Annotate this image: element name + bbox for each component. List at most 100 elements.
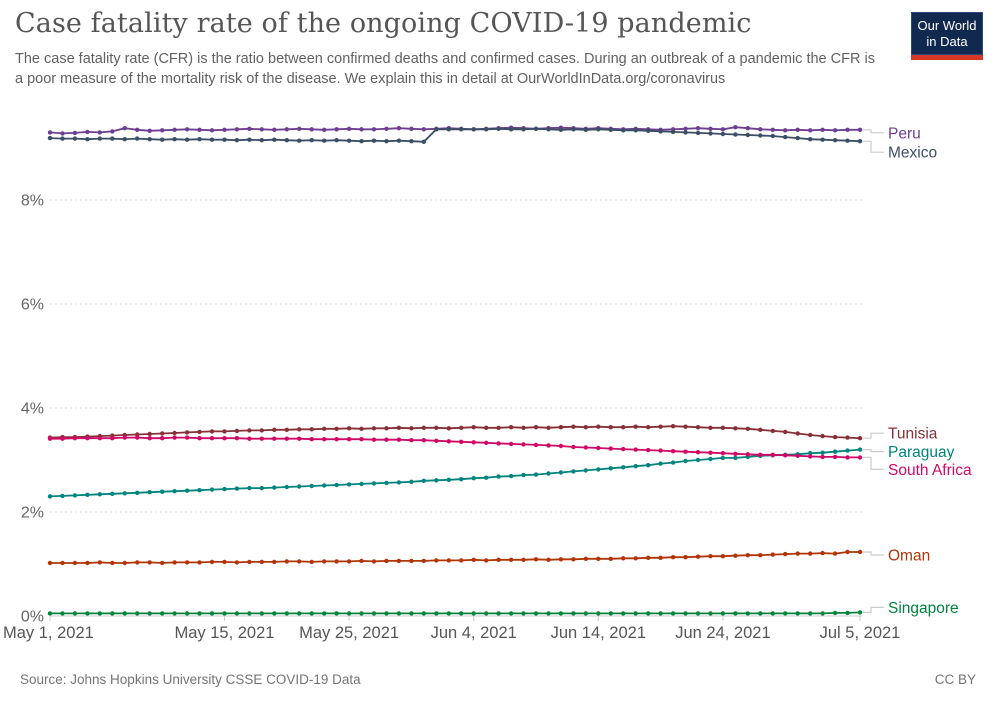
- data-point-peru[interactable]: [234, 127, 240, 132]
- data-point-singapore[interactable]: [434, 611, 439, 616]
- data-point-peru[interactable]: [247, 126, 252, 131]
- data-point-south-africa[interactable]: [209, 436, 215, 441]
- data-point-oman[interactable]: [209, 559, 215, 565]
- data-point-mexico[interactable]: [633, 128, 638, 133]
- data-point-south-africa[interactable]: [135, 435, 140, 440]
- subtitle-link[interactable]: OurWorldInData.org/coronavirus: [516, 71, 726, 87]
- data-point-singapore[interactable]: [558, 611, 564, 616]
- data-point-mexico[interactable]: [608, 127, 613, 132]
- data-point-peru[interactable]: [695, 126, 701, 131]
- data-point-tunisia[interactable]: [808, 432, 813, 438]
- data-point-tunisia[interactable]: [783, 429, 788, 435]
- data-point-oman[interactable]: [583, 556, 588, 561]
- data-point-south-africa[interactable]: [820, 454, 825, 460]
- data-point-peru[interactable]: [371, 127, 377, 132]
- data-point-tunisia[interactable]: [596, 424, 601, 429]
- data-point-oman[interactable]: [160, 560, 165, 566]
- data-point-south-africa[interactable]: [72, 436, 78, 441]
- data-point-oman[interactable]: [571, 557, 576, 562]
- data-point-south-africa[interactable]: [845, 455, 850, 460]
- data-point-paraguay[interactable]: [247, 485, 252, 491]
- data-point-mexico[interactable]: [683, 130, 688, 135]
- data-point-mexico[interactable]: [533, 126, 539, 131]
- data-point-south-africa[interactable]: [496, 441, 501, 446]
- data-point-paraguay[interactable]: [297, 484, 302, 489]
- data-point-oman[interactable]: [683, 555, 688, 560]
- data-point-mexico[interactable]: [297, 138, 302, 143]
- series-label-tunisia[interactable]: Tunisia: [888, 426, 938, 443]
- data-point-tunisia[interactable]: [508, 425, 514, 430]
- data-point-oman[interactable]: [122, 560, 128, 566]
- data-point-south-africa[interactable]: [446, 439, 451, 444]
- data-point-south-africa[interactable]: [322, 437, 327, 442]
- data-point-south-africa[interactable]: [770, 452, 775, 457]
- data-point-paraguay[interactable]: [421, 478, 426, 483]
- data-point-paraguay[interactable]: [646, 463, 651, 468]
- data-point-tunisia[interactable]: [496, 425, 501, 430]
- data-point-mexico[interactable]: [234, 138, 240, 143]
- data-point-mexico[interactable]: [85, 137, 90, 142]
- data-point-tunisia[interactable]: [297, 427, 302, 432]
- data-point-south-africa[interactable]: [533, 442, 539, 448]
- data-point-singapore[interactable]: [695, 611, 701, 616]
- data-point-paraguay[interactable]: [359, 481, 364, 487]
- data-point-singapore[interactable]: [683, 611, 688, 616]
- data-point-mexico[interactable]: [484, 127, 489, 132]
- data-point-south-africa[interactable]: [259, 436, 264, 441]
- data-point-peru[interactable]: [384, 126, 389, 131]
- data-point-south-africa[interactable]: [97, 436, 103, 441]
- data-point-mexico[interactable]: [384, 139, 389, 144]
- series-label-south-africa[interactable]: South Africa: [888, 462, 972, 479]
- data-point-south-africa[interactable]: [172, 435, 177, 440]
- data-point-oman[interactable]: [259, 559, 264, 565]
- data-point-paraguay[interactable]: [135, 490, 140, 495]
- data-point-oman[interactable]: [621, 556, 626, 561]
- data-point-mexico[interactable]: [72, 136, 78, 141]
- data-point-paraguay[interactable]: [172, 489, 177, 494]
- data-point-tunisia[interactable]: [658, 424, 663, 429]
- data-point-oman[interactable]: [97, 560, 103, 565]
- data-point-mexico[interactable]: [459, 127, 464, 132]
- data-point-peru[interactable]: [770, 127, 775, 132]
- data-point-south-africa[interactable]: [546, 443, 551, 448]
- data-point-singapore[interactable]: [546, 611, 551, 616]
- data-point-oman[interactable]: [496, 557, 501, 562]
- data-point-mexico[interactable]: [184, 137, 190, 142]
- data-point-tunisia[interactable]: [284, 427, 289, 432]
- data-point-singapore[interactable]: [322, 611, 327, 616]
- data-point-peru[interactable]: [832, 128, 838, 133]
- data-point-mexico[interactable]: [733, 132, 738, 137]
- series-label-peru[interactable]: Peru: [888, 125, 921, 142]
- data-point-peru[interactable]: [272, 127, 277, 132]
- data-point-paraguay[interactable]: [658, 461, 663, 466]
- data-point-tunisia[interactable]: [770, 428, 775, 434]
- data-point-paraguay[interactable]: [521, 472, 526, 478]
- data-point-south-africa[interactable]: [633, 447, 638, 452]
- data-point-mexico[interactable]: [147, 137, 152, 142]
- data-point-oman[interactable]: [820, 550, 825, 556]
- data-point-south-africa[interactable]: [284, 436, 289, 441]
- data-point-peru[interactable]: [733, 125, 738, 130]
- data-point-peru[interactable]: [97, 130, 103, 135]
- data-point-oman[interactable]: [695, 554, 701, 559]
- data-point-south-africa[interactable]: [247, 436, 252, 441]
- data-point-singapore[interactable]: [209, 611, 215, 616]
- data-point-paraguay[interactable]: [309, 483, 314, 489]
- data-point-mexico[interactable]: [160, 137, 165, 142]
- license-link[interactable]: CC BY: [934, 672, 976, 687]
- data-point-mexico[interactable]: [272, 137, 277, 142]
- data-point-oman[interactable]: [670, 555, 676, 560]
- data-point-mexico[interactable]: [808, 137, 813, 142]
- data-point-south-africa[interactable]: [459, 439, 464, 444]
- data-point-singapore[interactable]: [508, 611, 514, 616]
- data-point-tunisia[interactable]: [670, 424, 676, 429]
- data-point-singapore[interactable]: [446, 611, 451, 616]
- data-point-peru[interactable]: [758, 127, 763, 132]
- data-point-singapore[interactable]: [808, 611, 813, 616]
- data-point-south-africa[interactable]: [608, 446, 613, 451]
- data-point-mexico[interactable]: [371, 138, 377, 143]
- data-point-south-africa[interactable]: [857, 455, 863, 460]
- data-point-south-africa[interactable]: [434, 438, 439, 443]
- data-point-peru[interactable]: [197, 127, 202, 132]
- data-point-tunisia[interactable]: [533, 425, 539, 430]
